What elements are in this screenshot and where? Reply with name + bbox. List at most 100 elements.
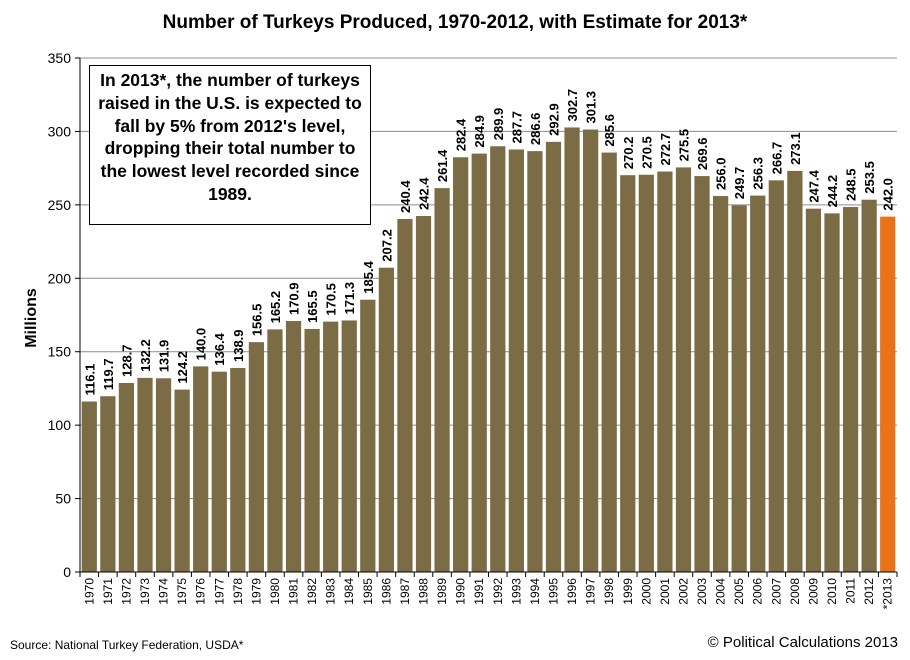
bar [155,378,172,572]
value-label: 261.4 [435,149,450,182]
x-tick-label: 2006 [751,578,765,605]
value-label: 132.2 [138,339,153,372]
bar [805,208,822,573]
value-label: 156.5 [249,304,264,337]
x-axis: 1970 1971 1972 1973 1974 1975 1976 1977 1978 1979… [79,571,898,610]
value-label: 272.7 [658,133,673,166]
bar [378,267,394,572]
x-tick-label: 1976 [194,578,208,605]
value-label: 284.9 [472,115,487,148]
y-axis: 0 50 100 150 200 250 300 350 [48,50,81,580]
value-label: 286.6 [528,113,543,146]
value-label: 275.5 [676,129,691,162]
bar [861,199,877,572]
value-label: 171.3 [342,282,357,315]
value-label: 170.5 [324,283,339,316]
x-tick-label: 1972 [119,578,133,605]
x-tick-label: 2012 [862,578,876,605]
x-tick-label: 1973 [138,578,152,605]
x-tick-label: *2013 [881,578,895,610]
x-tick-label: 1975 [175,578,189,605]
value-label: 131.9 [157,340,172,373]
value-label: 140.0 [194,328,209,361]
x-tick-label: 1987 [398,578,412,605]
bar [341,320,357,572]
y-axis-label: Millions [23,288,40,348]
value-label: 247.4 [806,169,821,202]
value-label: 165.5 [305,290,320,323]
bar [638,174,654,572]
value-label: 116.1 [82,364,97,396]
bar [453,157,469,572]
x-tick-label: 1989 [435,578,449,605]
bars [81,127,896,573]
copyright-note: © Political Calculations 2013 [707,634,898,651]
bar [527,151,543,572]
bar [620,175,636,572]
value-label: 287.7 [509,111,524,144]
x-tick-label: 2008 [788,578,802,605]
bar [100,396,116,572]
bar [118,382,135,572]
bar [174,389,190,572]
bar [824,213,840,572]
value-labels: 116.1 119.7 128.7 132.2 131.9 124.2 140.0 136.4… [82,89,895,396]
bar [248,342,265,572]
value-label: 242.0 [881,178,896,211]
bar [583,129,599,573]
value-label: 270.2 [621,137,636,170]
x-tick-label: 1970 [82,578,96,605]
y-tick-label: 250 [48,197,72,213]
x-tick-label: 1992 [491,578,505,605]
x-tick-label: 1981 [287,578,301,605]
x-tick-label: 1988 [417,578,431,605]
x-tick-label: 1980 [268,578,282,605]
value-label: 302.7 [565,89,580,122]
bar [508,149,524,572]
x-tick-label: 2000 [639,578,653,605]
bar [657,171,673,572]
bar [694,176,710,573]
x-tick-label: 1994 [528,578,542,605]
x-tick-label: 1993 [509,578,523,605]
bar [787,170,803,572]
value-label: 128.7 [119,344,134,377]
value-label: 138.9 [231,329,246,362]
bar [137,377,153,572]
bar [323,321,339,572]
value-label: 249.7 [732,167,747,200]
bar [304,328,320,572]
value-label: 119.7 [101,358,116,390]
value-label: 285.6 [602,114,617,147]
bar [768,180,784,572]
value-label: 282.4 [454,118,469,151]
value-label: 301.3 [584,91,599,124]
bar [81,401,97,572]
value-label: 289.9 [491,108,506,141]
x-tick-label: 1990 [454,578,468,605]
x-tick-label: 2001 [658,578,672,605]
x-tick-label: 1999 [621,578,635,605]
value-label: 124.2 [175,351,190,384]
value-label: 248.5 [844,169,859,202]
x-tick-label: 1979 [249,578,263,605]
value-label: 185.4 [361,260,376,293]
value-label: 165.2 [268,291,283,324]
value-label: 269.6 [695,138,710,171]
y-tick-label: 150 [48,344,72,360]
y-tick-label: 0 [63,564,71,580]
source-note: Source: National Turkey Federation, USDA… [10,638,244,652]
y-tick-label: 350 [48,50,72,66]
x-tick-label: 1998 [602,578,616,605]
x-tick-label: 1977 [212,578,226,605]
x-tick-label: 2011 [844,578,858,604]
bar [471,153,487,572]
value-label: 253.5 [862,161,877,194]
value-label: 170.9 [287,282,302,315]
value-label: 207.2 [379,229,394,262]
y-tick-label: 200 [48,270,72,286]
value-label: 242.4 [417,177,432,210]
value-label: 240.4 [398,180,413,213]
bar [285,321,302,572]
bar [545,141,562,573]
